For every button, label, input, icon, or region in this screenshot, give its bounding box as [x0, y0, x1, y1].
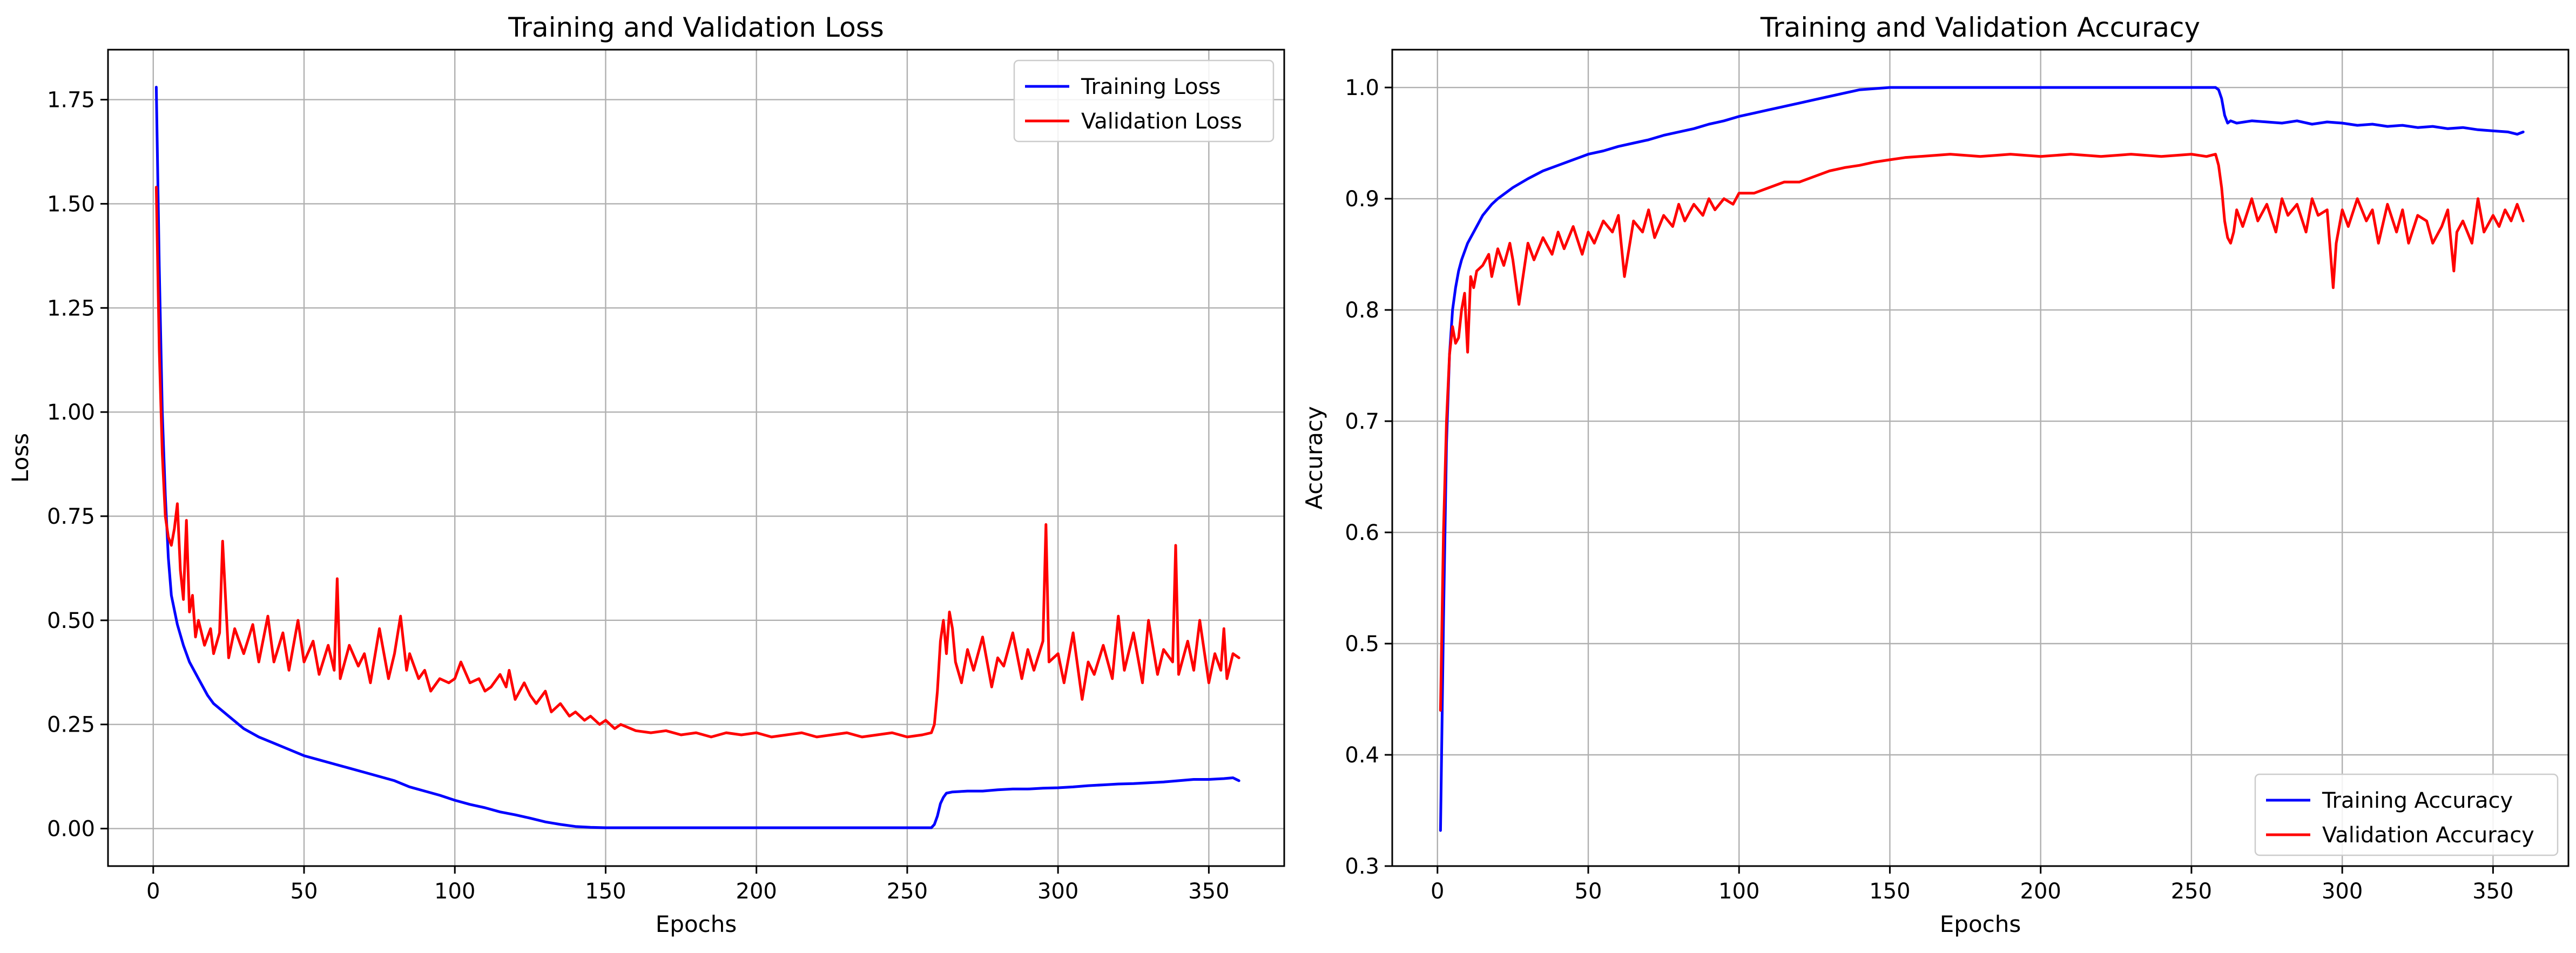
loss-y-tick-label: 0.00	[47, 817, 95, 842]
accuracy-y-axis-label: Accuracy	[1301, 406, 1327, 510]
loss-y-tick-label: 1.25	[47, 296, 95, 321]
legend-label-training-accuracy: Training Accuracy	[2322, 788, 2513, 813]
accuracy-x-tick-label: 100	[1718, 879, 1759, 904]
loss-y-tick-label: 0.25	[47, 713, 95, 738]
legend-label-validation-accuracy: Validation Accuracy	[2322, 823, 2534, 848]
accuracy-y-tick-label: 0.7	[1345, 409, 1379, 434]
accuracy-x-tick-label: 200	[2020, 879, 2061, 904]
loss-chart-title: Training and Validation Loss	[508, 12, 884, 43]
accuracy-x-tick-label: 300	[2322, 879, 2363, 904]
loss-y-tick-label: 1.00	[47, 400, 95, 425]
loss-y-tick-label: 1.50	[47, 192, 95, 217]
legend-label-validation-loss: Validation Loss	[1081, 109, 1242, 134]
accuracy-grid	[1392, 50, 2568, 867]
accuracy-y-tick-label: 1.0	[1345, 76, 1379, 100]
accuracy-y-tick-label: 0.9	[1345, 187, 1379, 212]
accuracy-y-tick-label: 0.6	[1345, 521, 1379, 545]
accuracy-axes-frame	[1391, 49, 2570, 867]
accuracy-y-tick-label: 0.4	[1345, 743, 1379, 768]
loss-series-group	[154, 85, 1240, 829]
loss-legend: Training Loss Validation Loss	[1013, 59, 1274, 143]
series-line-training-loss	[154, 85, 1240, 829]
series-line-validation-accuracy	[1439, 153, 2525, 712]
loss-legend-box	[1013, 59, 1274, 143]
loss-x-tick-label: 350	[1188, 879, 1229, 904]
accuracy-series-group	[1439, 86, 2525, 832]
accuracy-y-tick-label: 0.8	[1345, 298, 1379, 323]
accuracy-x-tick-label: 350	[2472, 879, 2513, 904]
loss-x-tick-label: 50	[291, 879, 318, 904]
accuracy-chart-panel: 0 50 100 150 200 250 300 350 0.3 0.4 0.5 0.6 0.7 0.8 0…	[1301, 12, 2570, 937]
accuracy-x-tick-label: 0	[1431, 879, 1444, 904]
loss-x-axis-label: Epochs	[656, 911, 737, 937]
legend-label-training-loss: Training Loss	[1081, 75, 1220, 99]
series-line-validation-loss	[154, 186, 1240, 739]
series-line-training-accuracy	[1439, 86, 2525, 832]
loss-x-tick-label: 150	[585, 879, 626, 904]
accuracy-y-tick-label: 0.3	[1345, 854, 1379, 879]
accuracy-legend: Training Accuracy Validation Accuracy	[2254, 773, 2559, 856]
accuracy-x-tick-label: 150	[1869, 879, 1910, 904]
loss-y-axis-label: Loss	[7, 433, 33, 483]
loss-x-tick-label: 0	[146, 879, 160, 904]
loss-x-tick-label: 200	[736, 879, 777, 904]
loss-y-tick-label: 0.75	[47, 504, 95, 529]
loss-axes-frame	[107, 49, 1285, 867]
loss-chart-panel: 0 50 100 150 200 250 300 350 0.00 0.25 0.50 0.75 1.0…	[7, 12, 1285, 937]
loss-y-tick-label: 1.75	[47, 88, 95, 113]
loss-grid	[108, 50, 1284, 866]
loss-x-tick-label: 300	[1037, 879, 1078, 904]
accuracy-legend-box	[2254, 773, 2559, 856]
loss-x-tick-label: 100	[434, 879, 475, 904]
loss-x-tick-label: 250	[887, 879, 928, 904]
loss-y-tick-label: 0.50	[47, 609, 95, 633]
accuracy-y-tick-label: 0.5	[1345, 632, 1379, 657]
accuracy-x-tick-label: 50	[1575, 879, 1602, 904]
accuracy-x-tick-label: 250	[2171, 879, 2212, 904]
accuracy-x-axis-label: Epochs	[1940, 911, 2021, 937]
accuracy-chart-title: Training and Validation Accuracy	[1760, 12, 2200, 43]
